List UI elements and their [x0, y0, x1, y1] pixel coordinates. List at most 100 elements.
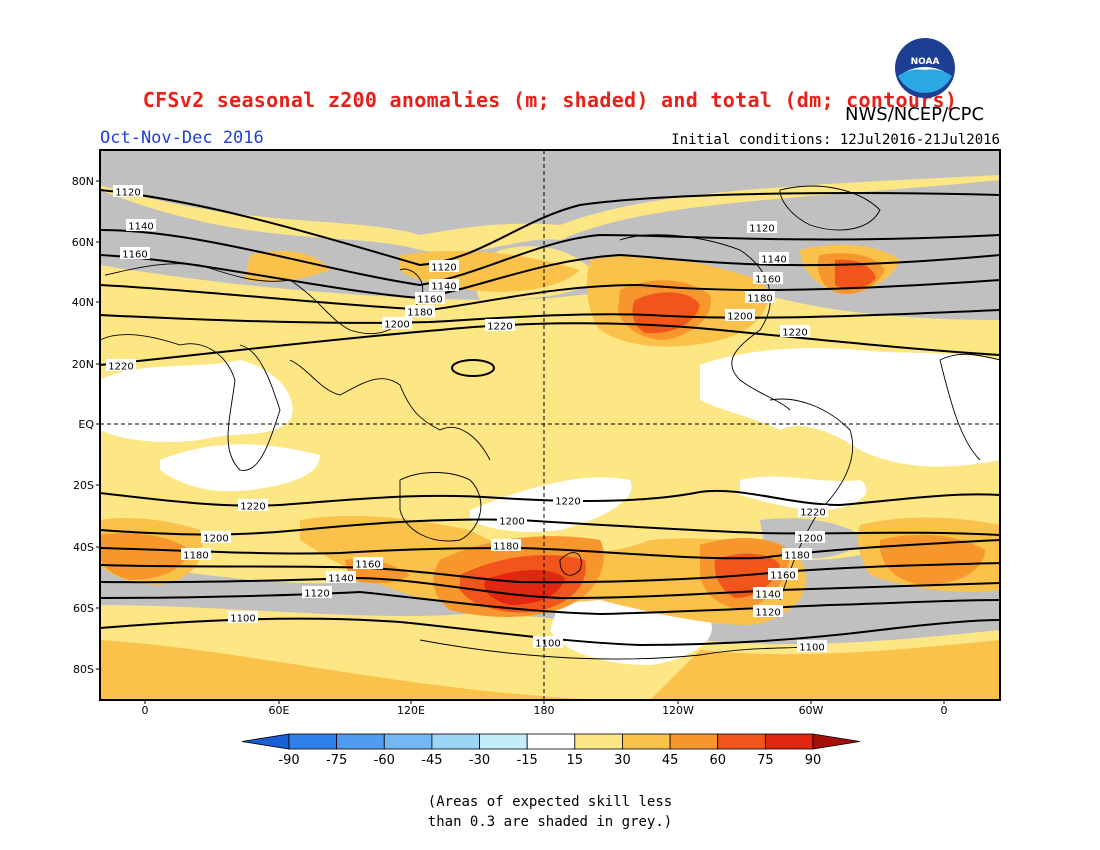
contour-label-bg [106, 359, 136, 371]
contour-label: 1220 [800, 508, 825, 519]
lon-label: 120W [662, 704, 694, 717]
contour-label: 1120 [755, 608, 780, 619]
contour-label: 1200 [203, 534, 228, 545]
contour-label-bg [485, 319, 515, 331]
contour-label-bg [768, 568, 798, 580]
colorbar-arrow-high [812, 733, 861, 750]
contour-label: 1120 [431, 263, 456, 274]
season-label: Oct-Nov-Dec 2016 [100, 128, 264, 148]
colorbar-segment [479, 733, 528, 750]
contour-label: 1160 [755, 275, 780, 286]
contour-1120-south [100, 590, 1000, 616]
coast-antarctica [419, 639, 821, 660]
contour-label: 1140 [761, 255, 786, 266]
colorbar-label: -45 [421, 753, 442, 768]
contour-label-bg [747, 221, 777, 233]
contour-1160-south [100, 562, 1000, 584]
coast-australia [399, 472, 482, 542]
colorbar-segment [288, 733, 338, 750]
contour-label-bg [759, 252, 789, 264]
lat-label: 40S [73, 541, 94, 554]
colorbar-label: -60 [374, 753, 395, 768]
contour-label: 1140 [431, 282, 456, 293]
colorbar-segment [383, 733, 433, 750]
contour-label-bg [533, 636, 563, 648]
colorbar-label: 90 [805, 753, 822, 768]
contour-label: 1200 [384, 320, 409, 331]
contour-label: 1180 [784, 551, 809, 562]
colorbar-label: 75 [757, 753, 774, 768]
lat-label: 60S [73, 602, 94, 615]
contour-label-bg [126, 219, 156, 231]
contour-label: 1120 [304, 589, 329, 600]
contour-label: 1100 [799, 643, 824, 654]
longitude-axis: 0 60E 120E 180 120W 60W 0 [142, 700, 948, 717]
contour-label: 1160 [770, 571, 795, 582]
anomaly-30-45-asia [245, 250, 330, 282]
contour-label-bg [429, 260, 459, 272]
contour-label-bg [798, 505, 828, 517]
latitude-axis: 80N 60N 40N 20N EQ 20S 40S 60S 80S [72, 175, 100, 676]
contour-label-bg [745, 291, 775, 303]
contour-label: 1220 [108, 362, 133, 373]
contour-label-bg [415, 292, 445, 304]
lat-label: 20S [73, 479, 94, 492]
skill-footnote: (Areas of expected skill less than 0.3 a… [427, 794, 673, 830]
contour-label: 1160 [122, 250, 147, 261]
colorbar-segment [336, 733, 385, 750]
contour-1220-north [100, 322, 1000, 366]
agency-label: NWS/NCEP/CPC [845, 104, 985, 125]
contour-label-bg [353, 557, 383, 569]
contour-label: 1160 [417, 295, 442, 306]
contour-label: 1200 [797, 534, 822, 545]
contour-label: 1100 [230, 614, 255, 625]
coast-new-zealand [559, 552, 582, 576]
colorbar-label: -15 [517, 753, 538, 768]
colorbar-segment [574, 733, 623, 750]
contour-label-bg [429, 279, 459, 291]
contour-1200-north [100, 309, 1000, 324]
contour-closed-tropical [451, 359, 495, 377]
contour-label: 1100 [535, 639, 560, 650]
contour-label: 1140 [128, 222, 153, 233]
height-contours [100, 189, 1000, 647]
lat-label: 80S [73, 663, 94, 676]
colorbar: -90 -75 -60 -45 -30 -15 15 30 45 60 75 90 [241, 733, 861, 768]
noaa-logo: NOAA [895, 38, 955, 98]
contour-label-bg [795, 531, 825, 543]
colorbar-segment [669, 733, 719, 750]
contour-label-bg [181, 548, 211, 560]
white-area-africa-west [100, 360, 293, 442]
contour-1180-north [100, 279, 1000, 312]
contour-label-bg [782, 548, 812, 560]
initial-conditions-label: Initial conditions: 12Jul2016-21Jul2016 [671, 132, 1000, 148]
grey-skill-arctic [100, 150, 1000, 235]
chart-title: CFSv2 seasonal z200 anomalies (m; shaded… [142, 88, 958, 112]
contour-label-bg [497, 514, 527, 526]
contour-label: 1160 [355, 560, 380, 571]
coast-south-asia [289, 359, 491, 461]
contour-label: 1220 [555, 497, 580, 508]
contour-label-bg [753, 605, 783, 617]
contour-label: 1140 [328, 574, 353, 585]
contour-label-bg [797, 640, 827, 652]
lon-label: 180 [534, 704, 555, 717]
contour-1120-north [100, 189, 1000, 267]
lat-label: 60N [72, 236, 94, 249]
coast-africa [100, 334, 281, 471]
white-area-america [700, 348, 1000, 467]
colorbar-segment [622, 733, 671, 750]
contour-label: 1140 [755, 590, 780, 601]
contour-label-bg [753, 272, 783, 284]
map-border [99, 149, 1001, 701]
contour-1140-south [100, 576, 1000, 600]
colorbar-label: 30 [614, 753, 631, 768]
colorbar-segment [764, 733, 814, 750]
lon-label: 0 [941, 704, 948, 717]
colorbar-label: 60 [709, 753, 726, 768]
contour-label-bg [405, 305, 435, 317]
lon-label: 0 [142, 704, 149, 717]
